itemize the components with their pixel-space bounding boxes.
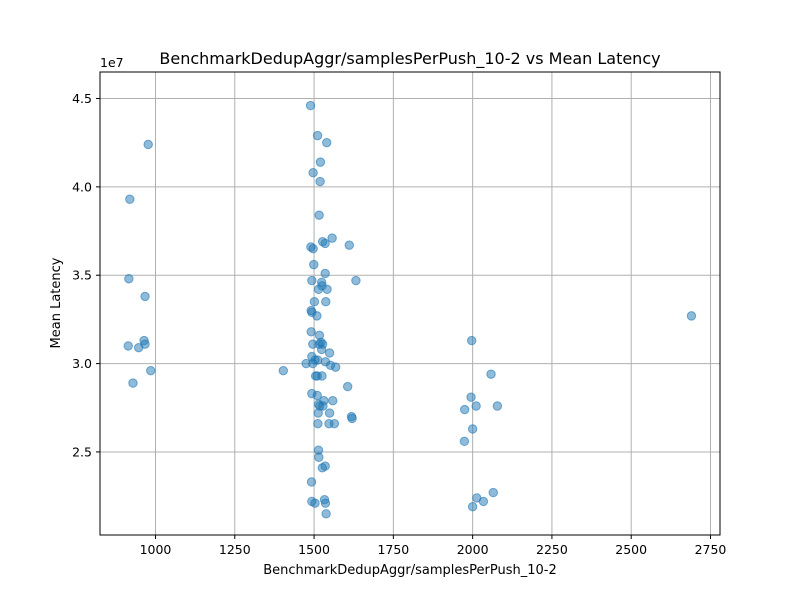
data-point [322,137,332,148]
data-point [492,401,503,411]
data-point [330,362,341,372]
data-point [312,311,322,321]
data-point [315,176,325,187]
y-offset-label: 1e7 [100,55,124,70]
data-point [313,418,323,429]
data-point [305,100,316,111]
data-point [306,477,317,487]
data-point [143,139,153,150]
x-ticks: 1000 1250 1500 1750 2000 2250 2500 2750 [140,535,727,557]
data-point [306,327,316,337]
data-point [314,452,324,462]
data-point [315,157,326,167]
data-point [320,498,331,508]
data-point [471,401,481,411]
data-point [686,311,697,321]
data-point [467,502,478,512]
data-point [140,291,150,302]
data-point [123,341,133,351]
x-tick-label: 1250 [219,542,251,557]
data-point [312,355,323,365]
points-layer [123,100,697,519]
y-tick-label: 3.5 [72,268,92,283]
x-axis-label: BenchmarkDedupAggr/samplesPerPush_10-2 [263,563,557,578]
data-point [488,487,498,498]
data-point [278,365,289,376]
data-point [310,498,320,508]
data-point [466,335,477,346]
data-point [351,275,361,286]
chart-title: BenchmarkDedupAggr/samplesPerPush_10-2 v… [159,49,660,69]
data-point [309,297,320,307]
data-point [308,168,318,178]
data-point [309,259,319,270]
data-point [312,130,323,141]
data-point [312,390,322,401]
x-tick-label: 1500 [298,542,330,557]
x-tick-label: 1750 [377,542,409,557]
y-tick-label: 4.5 [72,91,92,106]
x-tick-label: 2250 [536,542,568,557]
data-point [313,284,324,295]
data-point [328,395,338,406]
data-point [320,238,330,249]
data-point [124,274,134,284]
data-point [327,233,337,243]
data-point [460,404,470,415]
data-point [313,408,323,418]
y-tick-label: 3.0 [72,356,92,371]
data-point [317,371,327,381]
data-point [128,378,138,388]
y-tick-label: 4.0 [72,179,92,194]
x-tick-label: 2500 [615,542,647,557]
data-point [467,424,478,434]
x-tick-label: 2000 [457,542,489,557]
data-point [322,284,332,295]
data-point [486,369,496,379]
data-point [324,408,335,418]
data-point [318,401,328,411]
data-point [316,344,327,355]
x-tick-label: 2750 [695,542,727,557]
y-axis-label: Mean Latency [49,257,64,348]
plot-frame [99,71,721,536]
x-tick-label: 1000 [140,542,172,557]
data-point [324,348,335,358]
data-point [344,240,354,250]
y-ticks: 2.5 3.0 3.5 4.0 4.5 [72,91,100,459]
data-point [342,381,353,392]
data-point [307,275,317,286]
data-point [329,418,340,429]
data-point [125,194,135,204]
y-tick-label: 2.5 [72,444,92,459]
data-point [133,342,144,353]
data-point [347,413,357,424]
data-point [308,244,318,254]
data-point [146,365,156,376]
data-point [321,297,331,307]
data-point [321,509,331,519]
data-point [301,358,311,369]
data-point [466,392,476,402]
data-point [478,496,489,507]
data-point [317,463,328,473]
data-point [459,436,470,447]
data-point [320,268,330,279]
grid-layer [100,72,720,535]
data-point [314,210,324,220]
